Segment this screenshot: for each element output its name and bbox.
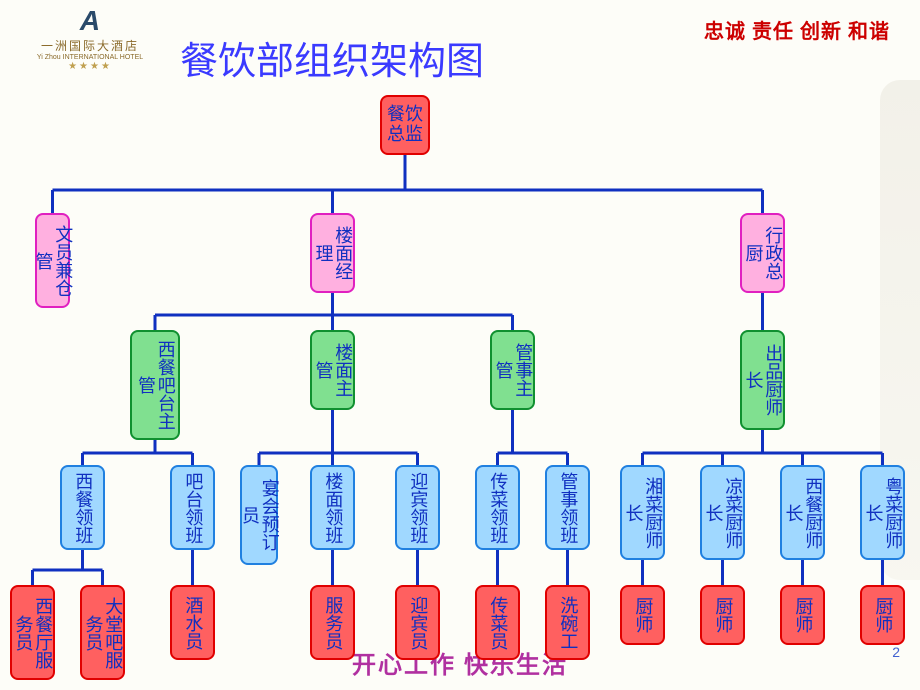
org-node-n26: 厨师: [620, 585, 665, 645]
org-node-n24: 传菜员: [475, 585, 520, 660]
org-node-n6: 管事主管: [490, 330, 535, 410]
logo-subtitle: Yi Zhou INTERNATIONAL HOTEL: [15, 54, 165, 61]
org-node-n29: 厨师: [860, 585, 905, 645]
logo-mark: A: [15, 5, 165, 37]
org-node-n17: 西餐厨师长: [780, 465, 825, 560]
org-node-n8: 西餐领班: [60, 465, 105, 550]
page-title: 餐饮部组织架构图: [180, 30, 484, 85]
org-node-n4: 西餐吧台主管: [130, 330, 180, 440]
org-node-n10: 宴会预订员: [240, 465, 278, 565]
org-node-n21: 酒水员: [170, 585, 215, 660]
org-node-n16: 凉菜厨师长: [700, 465, 745, 560]
motto-text: 忠诚 责任 创新 和谐: [704, 15, 890, 44]
org-node-n22: 服务员: [310, 585, 355, 660]
org-node-n23: 迎宾员: [395, 585, 440, 660]
hotel-logo: A 一洲国际大酒店 Yi Zhou INTERNATIONAL HOTEL ★★…: [15, 5, 165, 72]
org-node-n20: 大堂吧服务员: [80, 585, 125, 680]
org-node-n7: 出品厨师长: [740, 330, 785, 430]
org-node-n18: 粤菜厨师长: [860, 465, 905, 560]
org-node-n1: 文员兼仓管: [35, 213, 70, 308]
org-node-n13: 传菜领班: [475, 465, 520, 550]
org-node-n28: 厨师: [780, 585, 825, 645]
org-node-n9: 吧台领班: [170, 465, 215, 550]
org-node-n25: 洗碗工: [545, 585, 590, 660]
logo-stars: ★★★★: [15, 61, 165, 72]
org-node-n19: 西餐厅服务员: [10, 585, 55, 680]
logo-text: 一洲国际大酒店: [15, 37, 165, 54]
org-node-n12: 迎宾领班: [395, 465, 440, 550]
org-node-n5: 楼面主管: [310, 330, 355, 410]
org-node-n11: 楼面领班: [310, 465, 355, 550]
org-node-n2: 楼面经理: [310, 213, 355, 293]
org-chart: 餐饮 总监文员兼仓管 楼面经理 行政总厨西餐吧台主管 楼面主管 管事主管 出品厨师长西餐领…: [0, 95, 920, 675]
org-node-n15: 湘菜厨师长: [620, 465, 665, 560]
org-node-n27: 厨师: [700, 585, 745, 645]
org-node-n14: 管事领班: [545, 465, 590, 550]
org-node-n3: 行政总厨: [740, 213, 785, 293]
org-node-n0: 餐饮 总监: [380, 95, 430, 155]
